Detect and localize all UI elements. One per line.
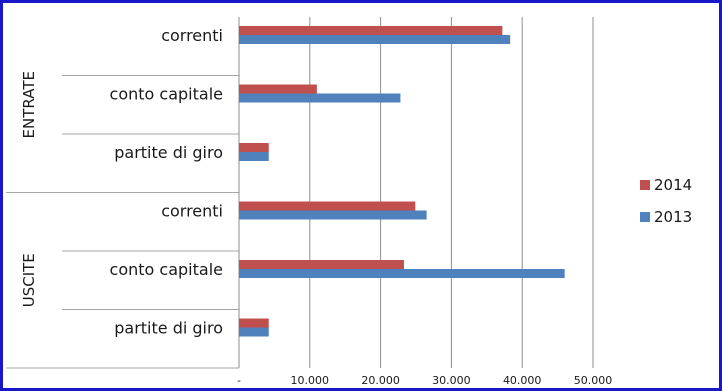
- legend-label-2013: 2013: [654, 208, 692, 226]
- category-label: correnti: [161, 202, 223, 221]
- bar-2013-uscite-0: [239, 210, 427, 220]
- category-label: correnti: [161, 26, 223, 45]
- bar-2014-entrate-2: [239, 143, 269, 152]
- bar-2014-entrate-0: [239, 26, 503, 35]
- x-tick-label: 30.000: [432, 374, 471, 387]
- legend-swatch-2014: [640, 180, 650, 190]
- category-label: conto capitale: [110, 85, 223, 104]
- bar-2013-entrate-0: [239, 35, 511, 44]
- bar-2014-uscite-2: [239, 318, 269, 328]
- bar-2014-entrate-1: [239, 84, 317, 94]
- x-tick-label: 50.000: [574, 374, 613, 387]
- bar-2013-entrate-2: [239, 152, 269, 161]
- legend-swatch-2013: [640, 212, 650, 222]
- legend-label-2014: 2014: [654, 176, 692, 194]
- group-label-uscite: USCITE: [20, 253, 38, 307]
- bar-2013-uscite-1: [239, 269, 565, 278]
- bar-2013-entrate-1: [239, 93, 401, 103]
- x-tick-label: -: [237, 374, 241, 387]
- category-label: conto capitale: [110, 260, 223, 279]
- bar-chart: correnti conto capitale partite di giro ENT…: [6, 17, 692, 387]
- bar-2014-uscite-0: [239, 201, 416, 211]
- x-tick-label: 40.000: [503, 374, 542, 387]
- category-label: partite di giro: [114, 319, 223, 338]
- x-tick-label: 10.000: [291, 374, 330, 387]
- group-label-entrate: ENTRATE: [20, 71, 38, 138]
- category-label: partite di giro: [114, 143, 223, 162]
- bar-2014-uscite-1: [239, 260, 404, 269]
- x-tick-label: 20.000: [361, 374, 400, 387]
- bar-2013-uscite-2: [239, 327, 269, 337]
